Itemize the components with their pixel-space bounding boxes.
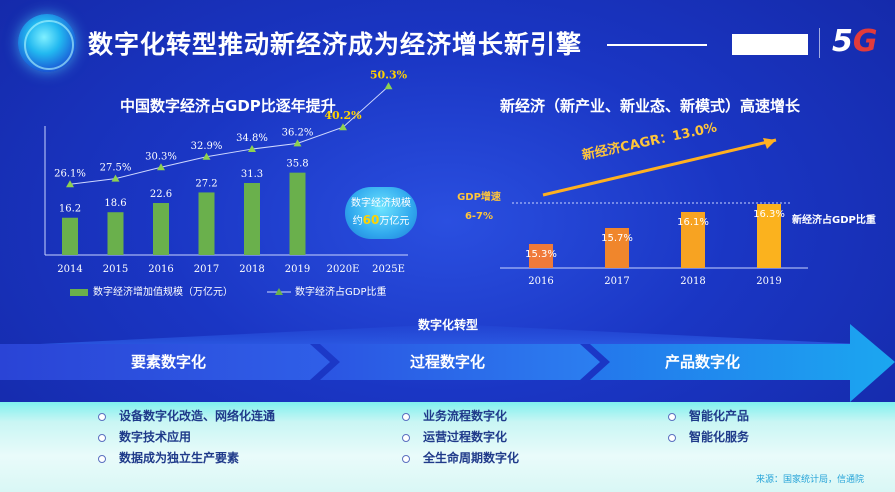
share-point [339, 123, 347, 131]
share-point [66, 180, 74, 188]
share-value-label: 36.2% [282, 127, 314, 138]
brand-divider [819, 28, 820, 58]
share-value-label: 26.1% [54, 168, 86, 179]
x-tick-label: 2020E [327, 264, 360, 275]
list-item: 业务流程数字化 [402, 406, 519, 427]
cagr-arrow-shaft [542, 138, 777, 197]
bar-value-label: 31.3 [241, 169, 263, 180]
x-tick-label: 2025E [372, 264, 405, 275]
share-point [157, 163, 165, 171]
bar [681, 212, 705, 268]
bar [62, 217, 78, 255]
right-chart-title: 新经济（新产业、新业态、新模式）高速增长 [500, 97, 801, 115]
x-tick-label: 2018 [680, 276, 705, 287]
bar [605, 228, 629, 268]
share-point [202, 152, 211, 160]
gdp-growth-label: GDP增速 6-7% [457, 192, 501, 222]
x-tick-label: 2019 [285, 264, 310, 275]
scale-annotation: 数字经济规模 约60万亿元 [345, 187, 417, 239]
bullet-panel [0, 402, 895, 492]
share-point [293, 139, 302, 147]
transformation-label: 数字化转型 [418, 318, 479, 332]
stage-process: 过程数字化 [410, 353, 486, 371]
source-note: 来源：国家统计局，信通院 [756, 475, 865, 485]
cagr-arrow-head [763, 138, 776, 149]
share-value-label: 40.2% [324, 109, 362, 122]
page-title: 数字化转型推动新经济成为经济增长新引擎 [88, 30, 583, 59]
list-item: 数字技术应用 [98, 427, 275, 448]
list-item: 智能化服务 [668, 427, 749, 448]
list-item: 数据成为独立生产要素 [98, 448, 275, 469]
share-value-label: 32.9% [191, 141, 223, 152]
stage-factor: 要素数字化 [131, 353, 207, 371]
new-economy-share-label: 新经济占GDP比重 [792, 215, 876, 226]
share-point [248, 145, 256, 153]
x-tick-label: 2015 [103, 264, 128, 275]
transformation-arrow [0, 324, 895, 402]
share-point [384, 82, 393, 90]
bar [289, 172, 306, 255]
legend-line: 数字经济占GDP比重 [267, 283, 386, 298]
share-value-label: 50.3% [370, 68, 408, 81]
bar [198, 192, 215, 255]
bar-value-label: 18.6 [104, 198, 126, 209]
x-tick-label: 2014 [57, 264, 82, 275]
x-tick-label: 2017 [604, 276, 629, 287]
globe-logo-icon [18, 14, 76, 72]
bar [757, 204, 781, 268]
list-item: 智能化产品 [668, 406, 749, 427]
logo-placeholder [732, 34, 808, 55]
bar-value-label: 27.2 [195, 178, 217, 189]
x-tick-label: 2016 [148, 264, 173, 275]
bar-value-label: 22.6 [150, 189, 172, 200]
x-tick-label: 2017 [194, 264, 219, 275]
share-value-label: 30.3% [145, 151, 177, 162]
share-value-label: 27.5% [100, 163, 132, 174]
list-item: 设备数字化改造、网络化连通 [98, 406, 275, 427]
brand-5g-logo: 5G [832, 24, 878, 59]
legend-bar-swatch [70, 288, 88, 296]
bar [153, 203, 169, 255]
left-chart-title: 中国数字经济占GDP比逐年提升 [120, 97, 336, 115]
bullet-column-1: 设备数字化改造、网络化连通 数字技术应用 数据成为独立生产要素 [98, 406, 275, 469]
share-point [111, 174, 120, 182]
share-line [69, 85, 389, 185]
x-tick-label: 2016 [528, 276, 553, 287]
bar-value-label: 35.8 [286, 159, 308, 170]
share-value-label: 34.8% [236, 133, 268, 144]
bar-value-label: 16.1% [677, 217, 709, 228]
list-item: 全生命周期数字化 [402, 448, 519, 469]
bar [529, 244, 553, 268]
bar-value-label: 16.2 [59, 204, 81, 215]
bar [107, 212, 124, 255]
bullet-column-2: 业务流程数字化 运营过程数字化 全生命周期数字化 [402, 406, 519, 469]
list-item: 运营过程数字化 [402, 427, 519, 448]
bar [244, 183, 260, 255]
x-tick-label: 2018 [239, 264, 264, 275]
x-tick-label: 2019 [756, 276, 781, 287]
bullet-column-3: 智能化产品 智能化服务 [668, 406, 749, 448]
stage-product: 产品数字化 [665, 353, 741, 371]
bar-value-label: 15.3% [525, 249, 557, 260]
bar-value-label: 16.3% [753, 209, 785, 220]
legend-line-swatch [267, 288, 291, 295]
bar-value-label: 15.7% [601, 233, 633, 244]
title-divider [607, 44, 707, 46]
legend-bar: 数字经济增加值规模（万亿元） [70, 283, 233, 298]
